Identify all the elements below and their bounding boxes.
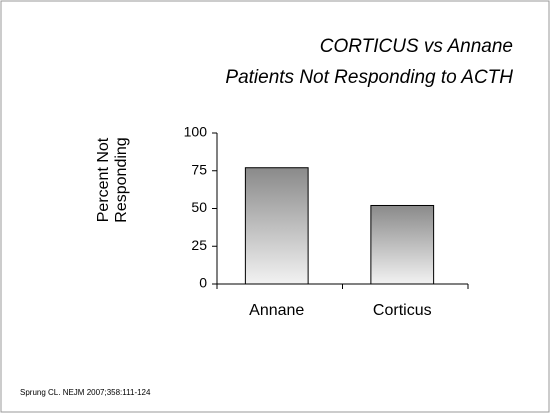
y-tick-label: 25 xyxy=(191,237,207,253)
bar xyxy=(370,204,435,285)
title-line: Patients Not Responding to ACTH xyxy=(225,67,513,88)
bar xyxy=(244,167,309,285)
x-tick-label: Corticus xyxy=(373,302,432,319)
y-axis-title: Responding xyxy=(113,137,130,222)
y-tick-label: 0 xyxy=(199,275,207,291)
y-tick-label: 50 xyxy=(191,199,207,215)
y-tick-label: 75 xyxy=(191,161,207,177)
y-tick-label: 100 xyxy=(184,124,208,140)
title-line: CORTICUS vs Annane xyxy=(320,36,513,57)
x-tick-label: Annane xyxy=(249,302,304,319)
source-note: Sprung CL. NEJM 2007;358:111-124 xyxy=(20,388,151,397)
y-axis-title: Percent Not xyxy=(95,137,112,222)
